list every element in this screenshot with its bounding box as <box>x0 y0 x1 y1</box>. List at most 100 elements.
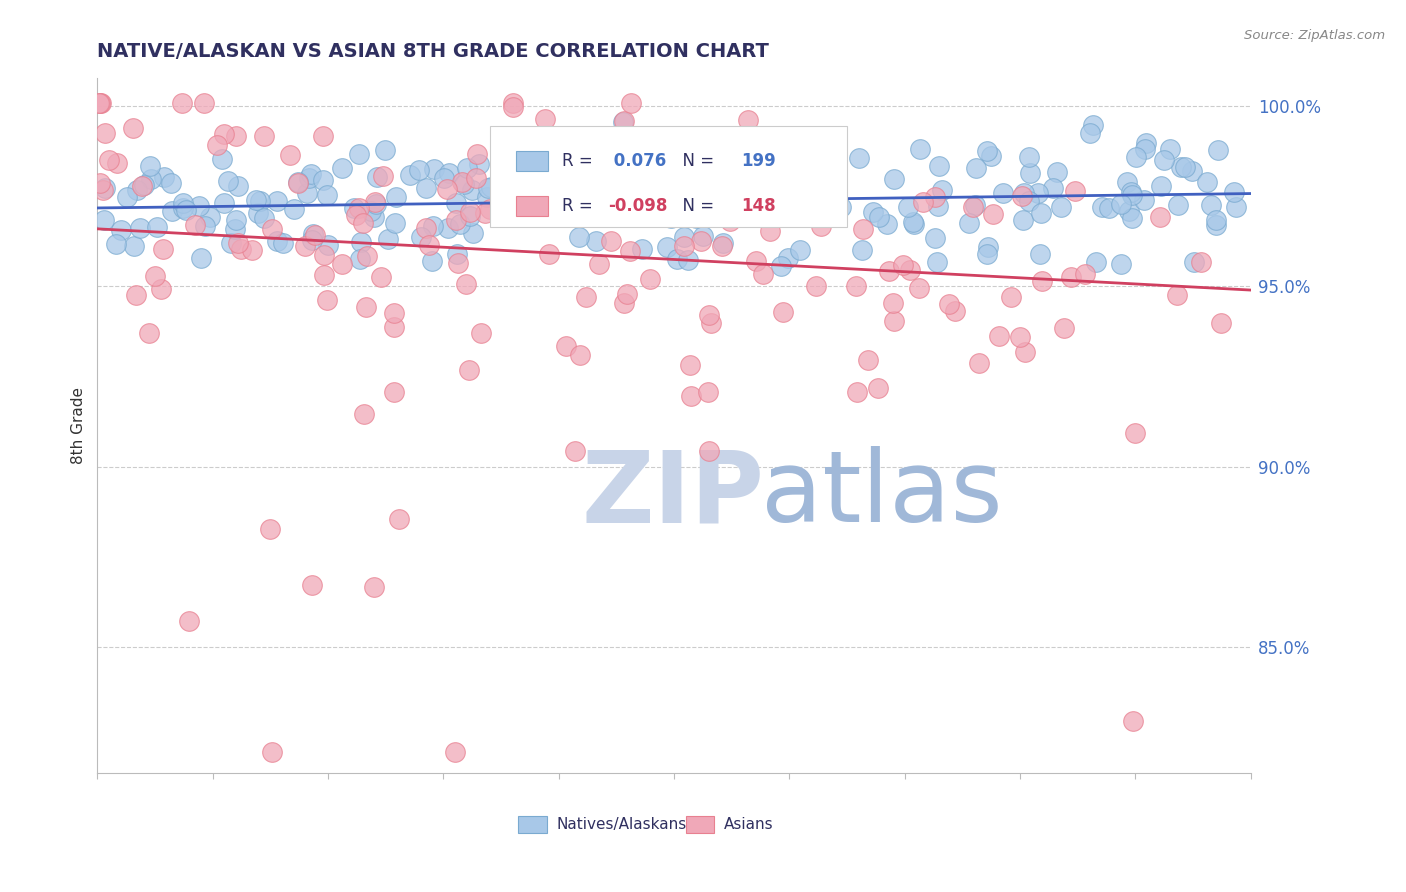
Point <box>600 155 623 169</box>
Point <box>554 198 576 212</box>
Point <box>962 200 984 214</box>
Point <box>1109 196 1132 211</box>
Point <box>461 183 484 197</box>
Point <box>283 202 305 217</box>
Point <box>681 389 703 403</box>
Point <box>710 239 733 253</box>
Point <box>89 177 111 191</box>
Point <box>585 234 607 248</box>
Point <box>172 201 194 215</box>
Point <box>458 210 481 224</box>
Point <box>1149 211 1171 225</box>
Point <box>796 141 818 155</box>
Point <box>737 113 759 128</box>
Point <box>575 290 598 304</box>
Point <box>226 235 249 250</box>
Text: Natives/Alaskans: Natives/Alaskans <box>557 816 686 831</box>
Point <box>815 209 838 223</box>
Point <box>461 226 484 240</box>
Point <box>1011 188 1033 202</box>
FancyBboxPatch shape <box>519 816 547 833</box>
Point <box>1018 194 1040 208</box>
Point <box>821 209 844 223</box>
Point <box>446 246 468 260</box>
Point <box>508 204 530 219</box>
Point <box>1042 181 1064 195</box>
Point <box>162 203 184 218</box>
Point <box>287 175 309 189</box>
Point <box>373 169 395 183</box>
Point <box>212 127 235 141</box>
Point <box>444 195 467 210</box>
Point <box>149 283 172 297</box>
Point <box>453 178 475 192</box>
Point <box>105 156 128 170</box>
Point <box>1053 320 1076 334</box>
Point <box>977 240 1000 254</box>
Point <box>883 314 905 328</box>
Point <box>659 211 682 226</box>
Point <box>217 174 239 188</box>
Point <box>619 244 641 258</box>
Point <box>560 195 582 210</box>
Point <box>304 228 326 243</box>
Point <box>278 147 301 161</box>
Point <box>299 168 322 182</box>
Point <box>503 210 526 224</box>
Point <box>125 288 148 302</box>
Point <box>89 95 111 110</box>
Point <box>651 186 673 200</box>
Point <box>226 178 249 193</box>
Point <box>219 235 242 250</box>
Point <box>817 194 839 209</box>
Point <box>295 186 318 200</box>
Point <box>657 190 679 204</box>
Point <box>224 221 246 235</box>
FancyBboxPatch shape <box>686 816 714 833</box>
Point <box>851 243 873 257</box>
Point <box>957 216 980 230</box>
Point <box>128 221 150 235</box>
Point <box>1209 317 1232 331</box>
Point <box>924 231 946 245</box>
Point <box>1046 165 1069 179</box>
Point <box>366 197 388 211</box>
Point <box>831 200 853 214</box>
Point <box>370 270 392 285</box>
Point <box>1081 118 1104 132</box>
Point <box>138 159 160 173</box>
Point <box>991 186 1014 200</box>
Point <box>1223 185 1246 199</box>
Point <box>418 238 440 252</box>
Point <box>1182 254 1205 268</box>
Point <box>1049 201 1071 215</box>
Point <box>183 219 205 233</box>
Point <box>711 235 734 250</box>
Point <box>534 156 557 170</box>
Point <box>499 179 522 194</box>
Point <box>820 137 842 152</box>
Point <box>1206 144 1229 158</box>
Point <box>883 172 905 186</box>
Point <box>898 263 921 277</box>
Point <box>1205 218 1227 232</box>
Point <box>697 308 720 322</box>
Point <box>779 170 801 185</box>
Point <box>717 167 740 181</box>
Point <box>346 208 368 222</box>
Point <box>159 177 181 191</box>
Point <box>686 191 709 205</box>
Point <box>363 210 385 224</box>
Point <box>1123 425 1146 440</box>
Point <box>769 259 792 273</box>
Text: Source: ZipAtlas.com: Source: ZipAtlas.com <box>1244 29 1385 42</box>
Point <box>125 182 148 196</box>
Point <box>877 264 900 278</box>
Point <box>240 244 263 258</box>
Point <box>271 235 294 250</box>
Point <box>1121 188 1143 202</box>
Point <box>315 187 337 202</box>
Point <box>1029 205 1052 219</box>
Point <box>848 151 870 165</box>
Point <box>1170 160 1192 174</box>
